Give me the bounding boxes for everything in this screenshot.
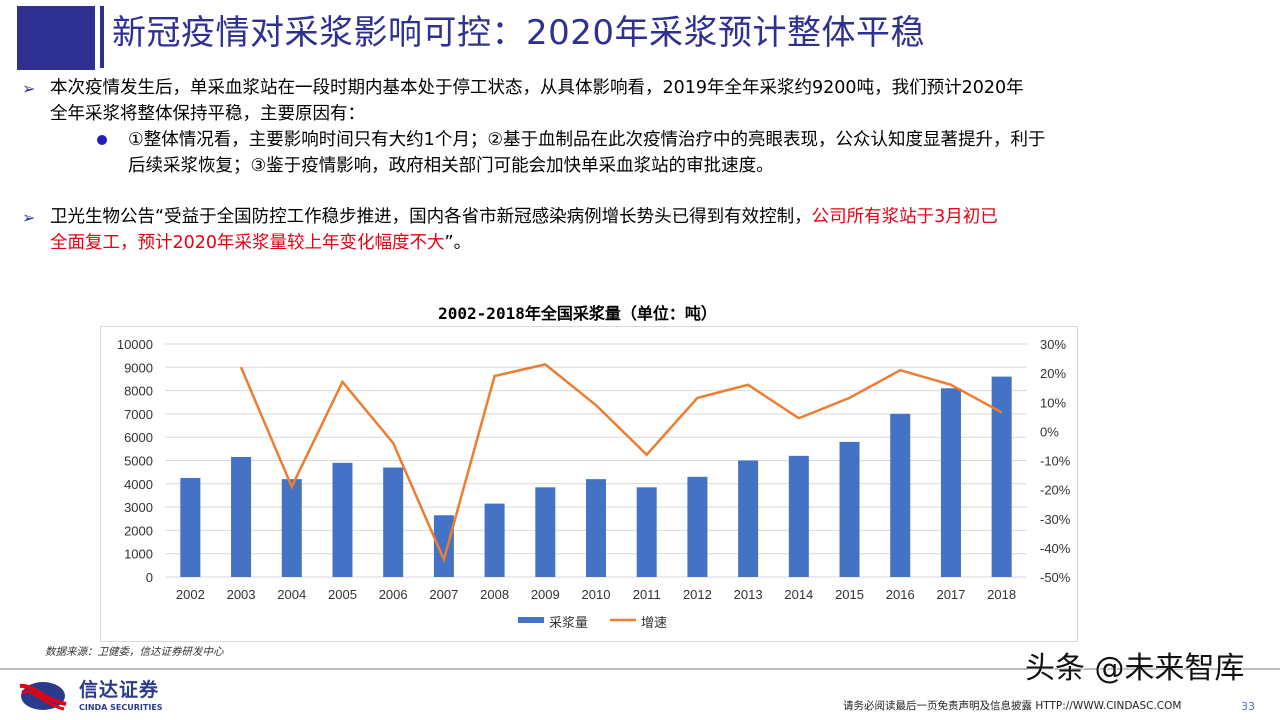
y2-tick-label: 30%	[1040, 337, 1066, 352]
page-title: 新冠疫情对采浆影响可控：2020年采浆预计整体平稳	[112, 13, 926, 53]
y-tick-label: 6000	[124, 430, 153, 445]
bar	[738, 460, 759, 577]
sub-bullet-line-1: ①整体情况看，主要影响时间只有大约1个月；②基于血制品在此次疫情治疗中的亮眼表现…	[128, 130, 1046, 150]
bullet-2-highlight: 全面复工，预计2020年采浆量较上年变化幅度不大	[50, 232, 445, 253]
source-note: 数据来源：卫健委，信达证券研发中心	[45, 646, 224, 658]
bar	[332, 462, 353, 577]
x-tick-label: 2009	[531, 587, 560, 602]
y-tick-label: 3000	[124, 500, 153, 515]
y2-tick-label: 0%	[1040, 424, 1059, 439]
logo-cn: 信达证券	[79, 679, 160, 701]
x-tick-label: 2013	[734, 587, 763, 602]
bar	[890, 413, 911, 577]
watermark: 头条 @未来智库	[1025, 651, 1245, 686]
cinda-logo-icon	[19, 682, 67, 711]
y-tick-label: 0	[146, 570, 153, 585]
y-tick-label: 9000	[124, 360, 153, 375]
x-tick-label: 2007	[429, 587, 458, 602]
bar	[636, 487, 657, 577]
x-tick-label: 2012	[683, 587, 712, 602]
legend-label: 采浆量	[549, 615, 588, 630]
y-tick-label: 2000	[124, 523, 153, 538]
bullet-1-line-2: 全年采浆将整体保持平稳，主要原因有：	[50, 103, 365, 124]
y2-tick-label: 20%	[1040, 366, 1066, 381]
x-tick-label: 2008	[480, 587, 509, 602]
bar	[180, 477, 201, 577]
x-tick-label: 2016	[886, 587, 915, 602]
y-tick-label: 1000	[124, 547, 153, 562]
bullet-2-text: ”。	[444, 232, 472, 253]
x-tick-label: 2002	[176, 587, 205, 602]
x-tick-label: 2004	[277, 587, 306, 602]
y-tick-label: 5000	[124, 454, 153, 469]
y2-tick-label: -40%	[1040, 541, 1071, 556]
bullet-2-text: 卫光生物公告“受益于全国防控工作稳步推进，国内各省市新冠感染病例增长势头已得到有…	[50, 207, 812, 227]
x-tick-label: 2017	[936, 587, 965, 602]
y-tick-label: 4000	[124, 477, 153, 492]
logo-en: CINDA SECURITIES	[79, 703, 163, 712]
y2-tick-label: 10%	[1040, 395, 1066, 410]
y2-tick-label: -20%	[1040, 483, 1071, 498]
page-number: 33	[1241, 700, 1255, 713]
bar	[231, 457, 252, 577]
bar	[687, 476, 708, 577]
arrow-bullet-icon: ➢	[22, 79, 36, 98]
bar	[433, 515, 454, 577]
legend-bar-swatch	[518, 617, 544, 623]
bar	[991, 376, 1012, 577]
bullet-2-highlight: 公司所有浆站于3月初已	[811, 207, 998, 227]
chart-frame	[100, 326, 1078, 642]
y-tick-label: 10000	[117, 337, 153, 352]
bar	[535, 487, 556, 577]
y2-tick-label: -10%	[1040, 454, 1071, 469]
x-tick-label: 2018	[987, 587, 1016, 602]
bullet-1-line-1: 本次疫情发生后，单采血浆站在一段时期内基本处于停工状态，从具体影响看，2019年…	[50, 78, 1024, 98]
title-block	[17, 6, 95, 70]
x-tick-label: 2003	[227, 587, 256, 602]
dot-bullet-icon	[97, 135, 107, 145]
sub-bullet: ①整体情况看，主要影响时间只有大约1个月；②基于血制品在此次疫情治疗中的亮眼表现…	[128, 128, 1046, 179]
bar	[383, 467, 404, 577]
bullet-1: 本次疫情发生后，单采血浆站在一段时期内基本处于停工状态，从具体影响看，2019年…	[50, 76, 1024, 127]
bullet-2: 卫光生物公告“受益于全国防控工作稳步推进，国内各省市新冠感染病例增长势头已得到有…	[50, 205, 998, 256]
x-tick-label: 2006	[379, 587, 408, 602]
x-tick-label: 2014	[784, 587, 813, 602]
x-tick-label: 2005	[328, 587, 357, 602]
chart-title: 2002-2018年全国采浆量（单位：吨）	[438, 304, 717, 323]
bar	[281, 479, 302, 577]
disclaimer: 请务必阅读最后一页免责声明及信息披露 HTTP://WWW.CINDASC.CO…	[843, 700, 1182, 712]
legend-label: 增速	[641, 615, 667, 630]
bar	[586, 479, 606, 577]
bar	[788, 455, 809, 577]
x-tick-label: 2015	[835, 587, 864, 602]
footer-divider	[0, 668, 1280, 670]
bar	[484, 503, 505, 577]
y-tick-label: 8000	[124, 384, 153, 399]
y-tick-label: 7000	[124, 407, 153, 422]
growth-line	[239, 363, 1003, 564]
sub-bullet-line-2: 后续采浆恢复；③鉴于疫情影响，政府相关部门可能会加快单采血浆站的审批速度。	[128, 155, 774, 176]
title-divider	[100, 6, 104, 68]
y2-tick-label: -50%	[1040, 570, 1071, 585]
x-tick-label: 2011	[633, 587, 661, 602]
bar	[839, 441, 860, 577]
x-tick-label: 2010	[582, 587, 611, 602]
arrow-bullet-icon: ➢	[22, 208, 36, 227]
bar	[940, 388, 961, 577]
y2-tick-label: -30%	[1040, 512, 1071, 527]
